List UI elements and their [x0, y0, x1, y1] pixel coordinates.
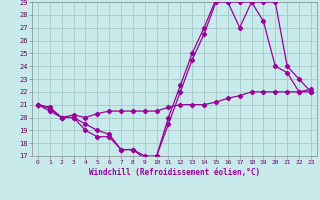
X-axis label: Windchill (Refroidissement éolien,°C): Windchill (Refroidissement éolien,°C)	[89, 168, 260, 177]
